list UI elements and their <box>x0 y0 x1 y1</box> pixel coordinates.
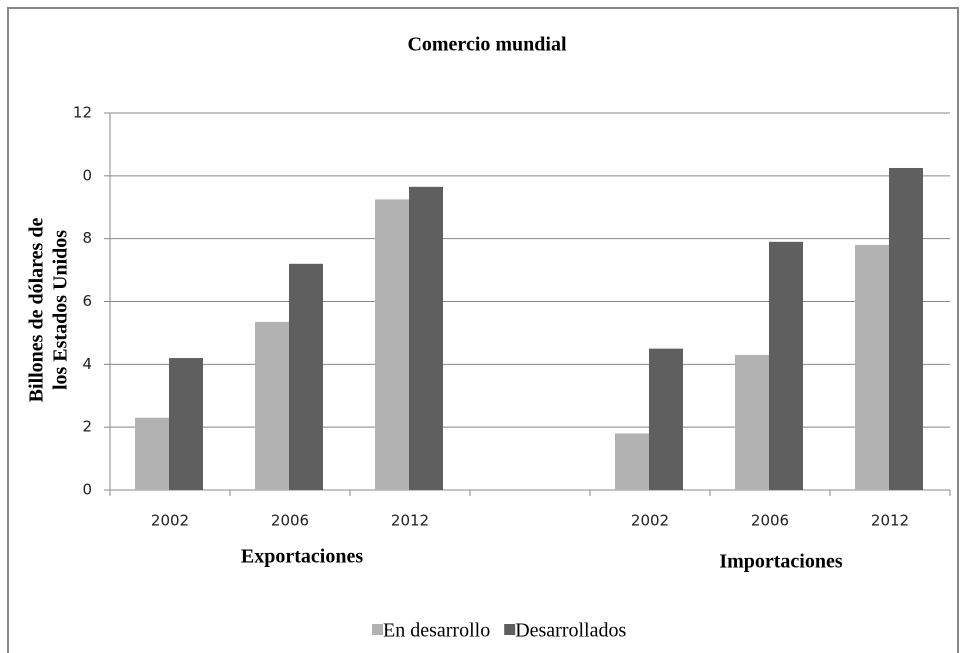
y-tick-label: 12 <box>73 104 92 122</box>
bar <box>135 417 169 490</box>
y-tick-label: 0 <box>82 166 92 184</box>
y-axis-label: los Estados Unidos <box>50 230 72 390</box>
bar <box>255 321 289 490</box>
y-axis-label: Billones de dólares de <box>26 218 48 403</box>
bar <box>615 433 649 490</box>
chart-title: Comercio mundial <box>407 34 567 56</box>
group-label: Importaciones <box>719 551 843 573</box>
bar <box>289 263 323 490</box>
y-tick-label: 8 <box>82 229 92 247</box>
bar <box>649 348 683 490</box>
x-tick-label: 2002 <box>151 512 189 530</box>
y-tick-label: 2 <box>82 418 92 436</box>
y-tick-label: 6 <box>82 292 92 310</box>
y-tick-label: 4 <box>82 355 92 373</box>
bar <box>169 358 203 490</box>
bar <box>889 167 923 490</box>
bar <box>409 186 443 490</box>
legend-swatch <box>372 624 383 635</box>
legend-label: Desarrollados <box>515 620 626 642</box>
bar <box>855 244 889 490</box>
legend-label: En desarrollo <box>383 620 490 642</box>
x-tick-label: 2002 <box>631 512 669 530</box>
x-tick-label: 2012 <box>871 512 909 530</box>
y-tick-label: 0 <box>82 481 92 499</box>
legend-swatch <box>504 624 516 635</box>
bar <box>375 199 409 491</box>
x-tick-label: 2012 <box>391 512 429 530</box>
bar <box>735 354 769 490</box>
x-tick-label: 2006 <box>751 512 789 530</box>
x-tick-label: 2006 <box>271 512 309 530</box>
group-label: Exportaciones <box>241 546 363 568</box>
bar <box>769 241 803 490</box>
